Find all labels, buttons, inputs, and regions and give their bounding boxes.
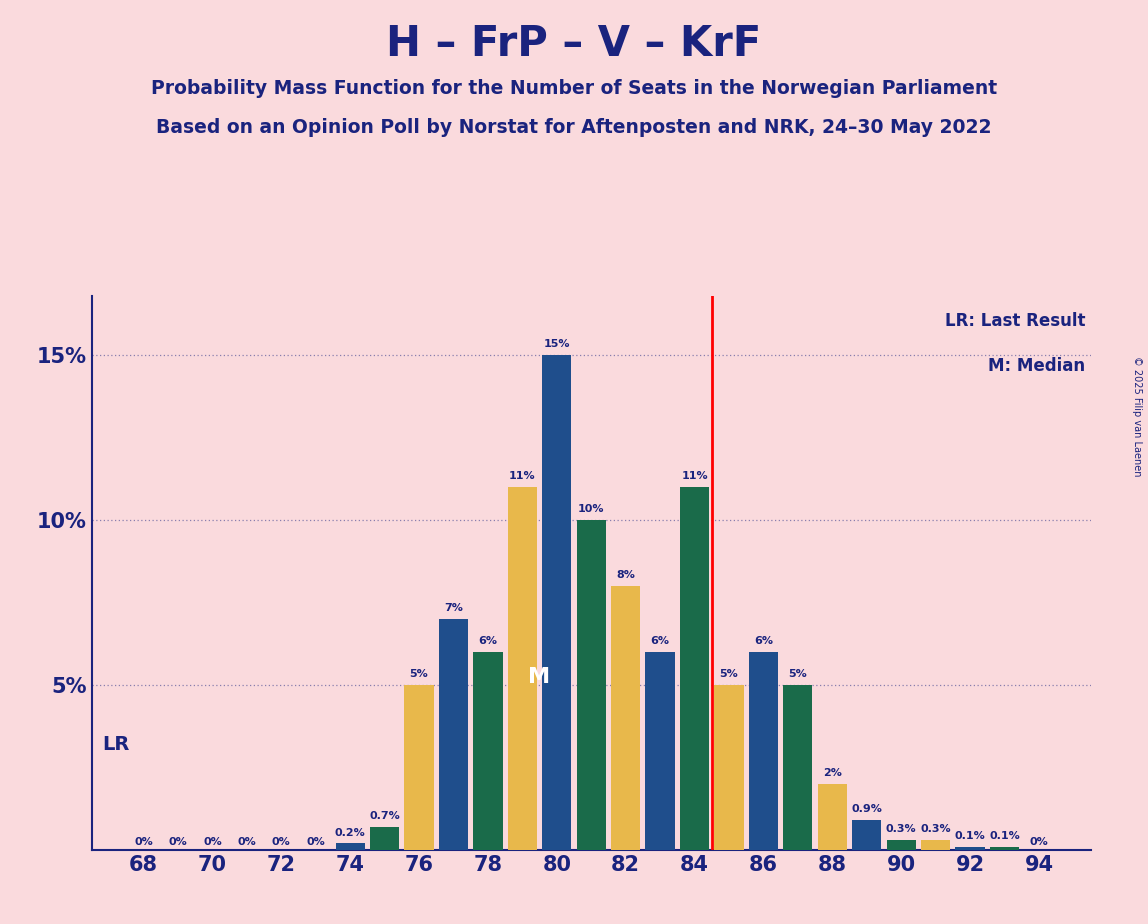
Text: 2%: 2% [823, 768, 841, 778]
Text: M: M [528, 667, 551, 687]
Text: 0%: 0% [238, 837, 256, 846]
Bar [473, 652, 503, 850]
Text: 8%: 8% [616, 570, 635, 580]
Text: 7%: 7% [444, 603, 463, 614]
Text: Probability Mass Function for the Number of Seats in the Norwegian Parliament: Probability Mass Function for the Number… [150, 79, 998, 98]
Bar [921, 840, 951, 850]
Bar [886, 840, 916, 850]
Text: 0.1%: 0.1% [990, 831, 1019, 841]
Text: LR: Last Result: LR: Last Result [945, 312, 1086, 330]
Text: 0%: 0% [169, 837, 187, 846]
Text: 6%: 6% [754, 636, 773, 646]
Bar [611, 586, 641, 850]
Bar [370, 827, 400, 850]
Text: © 2025 Filip van Laenen: © 2025 Filip van Laenen [1132, 356, 1142, 476]
Text: 0.1%: 0.1% [955, 831, 985, 841]
Text: 5%: 5% [720, 669, 738, 679]
Text: 0.9%: 0.9% [852, 805, 882, 814]
Bar [680, 487, 709, 850]
Text: 0%: 0% [307, 837, 325, 846]
Bar [783, 685, 813, 850]
Bar [817, 784, 847, 850]
Text: 11%: 11% [509, 471, 536, 481]
Bar [335, 844, 365, 850]
Bar [404, 685, 434, 850]
Bar [576, 520, 606, 850]
Bar [990, 846, 1019, 850]
Text: 6%: 6% [479, 636, 497, 646]
Bar [439, 619, 468, 850]
Bar [748, 652, 778, 850]
Text: Based on an Opinion Poll by Norstat for Aftenposten and NRK, 24–30 May 2022: Based on an Opinion Poll by Norstat for … [156, 118, 992, 138]
Bar [645, 652, 675, 850]
Text: 5%: 5% [789, 669, 807, 679]
Text: 0%: 0% [1030, 837, 1048, 846]
Bar [542, 355, 572, 850]
Text: 15%: 15% [543, 339, 571, 349]
Text: 0%: 0% [272, 837, 290, 846]
Bar [714, 685, 744, 850]
Text: 6%: 6% [651, 636, 669, 646]
Text: 0.7%: 0.7% [370, 811, 400, 821]
Bar [507, 487, 537, 850]
Text: 11%: 11% [681, 471, 708, 481]
Text: 0.2%: 0.2% [335, 828, 365, 837]
Text: H – FrP – V – KrF: H – FrP – V – KrF [387, 23, 761, 65]
Text: LR: LR [102, 736, 130, 754]
Text: M: Median: M: Median [988, 357, 1086, 374]
Text: 0%: 0% [134, 837, 153, 846]
Bar [852, 821, 882, 850]
Text: 5%: 5% [410, 669, 428, 679]
Bar [955, 846, 985, 850]
Text: 0.3%: 0.3% [921, 824, 951, 834]
Text: 0.3%: 0.3% [886, 824, 916, 834]
Text: 10%: 10% [577, 505, 605, 514]
Text: 0%: 0% [203, 837, 222, 846]
